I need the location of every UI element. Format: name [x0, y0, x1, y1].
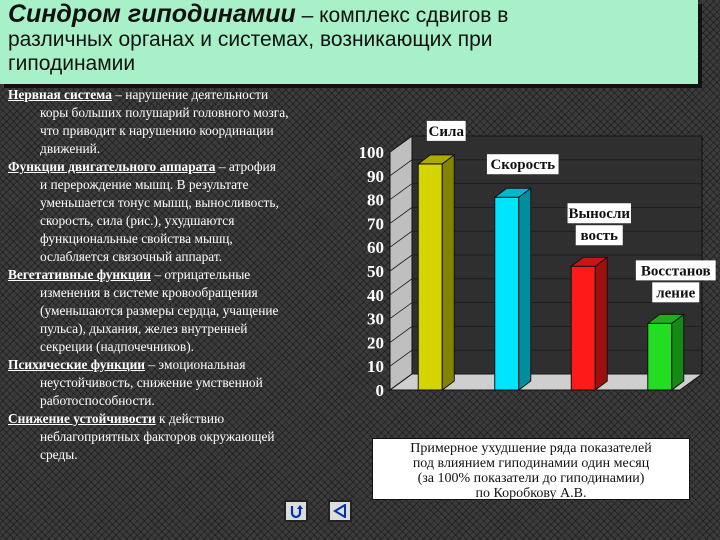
bar-side-1	[441, 153, 455, 391]
gridline	[389, 183, 702, 200]
bar-top-3	[569, 256, 609, 267]
paragraph-line: скорость, сила (рис.), ухудшаются	[40, 213, 235, 228]
paragraph-line: изменения в системе кровообращения	[40, 285, 258, 300]
gridline	[389, 159, 702, 177]
category-label-bg	[635, 260, 716, 281]
gridline	[389, 135, 702, 153]
paragraph-line: к действию	[155, 411, 225, 426]
paragraph-nervous-system: Нервная система – нарушение деятельности…	[8, 86, 360, 158]
paragraph-line: работоспособности.	[40, 393, 155, 408]
category-label-bg	[575, 225, 623, 246]
title-line-1: Синдром гиподинамии – комплекс сдвигов в	[8, 2, 690, 28]
paragraph-heading: Снижение устойчивости	[8, 411, 156, 426]
y-tick-label: 40	[367, 286, 384, 305]
y-tick-label: 0	[376, 381, 385, 400]
paragraph-line: и перерождение мышц. В результате	[40, 177, 249, 192]
chart-caption: Примерное ухудшение ряда показателей под…	[372, 438, 690, 501]
back-triangle-icon	[333, 504, 346, 518]
caption-line: по Коробкову А.В.	[475, 486, 587, 501]
paragraph-line: среды.	[40, 447, 78, 462]
caption-line: Примерное ухудшение ряда показателей	[410, 441, 652, 456]
bar-4	[647, 322, 673, 391]
category-label: Скорость	[490, 157, 555, 173]
category-label: вость	[581, 228, 619, 244]
category-label: Восстанов	[641, 263, 711, 279]
y-tick-label: 70	[367, 214, 384, 233]
paragraph-line: секреции (надпочечников).	[40, 339, 194, 354]
y-tick-label: 80	[367, 191, 384, 210]
category-label-bg	[567, 203, 631, 224]
title-line-2: различных органах и системах, возникающи…	[8, 28, 493, 51]
bar-3	[570, 265, 596, 391]
caption-line: (за 100% показатели до гиподинамии)	[417, 471, 645, 486]
paragraph-line: что приводит к нарушению координации	[40, 123, 274, 138]
paragraph-psychic: Психические функции – эмоциональная неуст…	[8, 356, 360, 410]
paragraph-line: – эмоциональная	[145, 357, 246, 372]
category-label-bg	[652, 282, 700, 303]
paragraph-line: уменьшается тонус мышц, выносливость,	[40, 195, 279, 210]
paragraph-heading: Психические функции	[8, 357, 146, 372]
paragraph-line: неблагоприятных факторов окружающей	[40, 429, 275, 444]
y-tick-label: 90	[367, 167, 384, 186]
bar-top-1	[416, 154, 456, 165]
paragraph-line: движений.	[40, 141, 101, 156]
paragraph-line: (уменьшаются размеры сердца, учащение	[40, 303, 279, 318]
paragraph-motor-apparatus: Функции двигательного аппарата – атрофия…	[8, 158, 360, 266]
paragraph-heading: Нервная система	[8, 87, 112, 102]
gridline	[389, 254, 702, 272]
paragraph-line: – атрофия	[215, 159, 276, 174]
return-arrow-icon	[290, 505, 303, 519]
y-tick-label: 10	[367, 357, 384, 376]
bar-chart: 0 10 20 30 40 50 60 70 80 90 100 Сила Скорость Выносл…	[359, 96, 720, 436]
y-tick-label: 50	[367, 262, 384, 281]
bar-top-2	[493, 187, 533, 198]
paragraph-line: – отрицательные	[151, 267, 251, 282]
body-text: Нервная система – нарушение деятельности…	[8, 86, 360, 464]
y-tick-label: 20	[367, 333, 384, 352]
paragraph-line: неустойчивость, снижение умственной	[40, 375, 263, 390]
caption-line: под влиянием гиподинамии один месяц	[412, 456, 650, 471]
paragraph-vegetative: Вегетативные функции – отрицательные изме…	[8, 266, 360, 356]
paragraph-line: коры больших полушарий головного мозга,	[40, 105, 289, 120]
category-label-bg	[486, 154, 559, 175]
paragraph-resistance: Снижение устойчивости к действию неблагоп…	[8, 410, 360, 464]
title-rest: – комплекс сдвигов в	[295, 4, 509, 27]
category-label: ление	[656, 285, 695, 301]
paragraph-line: функциональные свойства мышц,	[40, 231, 233, 246]
y-tick-label: 60	[367, 238, 384, 257]
title-bold: Синдром гиподинамии	[8, 0, 296, 28]
bar-side-4	[671, 313, 685, 391]
paragraph-line: – нарушение деятельности	[111, 87, 269, 102]
y-tick-label: 30	[367, 310, 384, 329]
bar-top-4	[646, 313, 686, 324]
paragraph-line: ослабляется связочный аппарат.	[40, 249, 223, 264]
return-button[interactable]	[284, 500, 308, 522]
bar-side-3	[594, 256, 608, 391]
title-line-3: гиподинамии	[8, 52, 136, 75]
bar-1	[417, 163, 443, 391]
paragraph-line: пульса), дыхания, желез внутренней	[40, 321, 248, 336]
title-box: Синдром гиподинамии – комплекс сдвигов в…	[0, 0, 698, 84]
back-button[interactable]	[328, 500, 352, 522]
bar-side-2	[518, 187, 532, 391]
category-label: Выносли	[568, 206, 630, 222]
category-label: Сила	[429, 124, 465, 140]
paragraph-heading: Вегетативные функции	[8, 267, 152, 282]
y-tick-label: 100	[360, 143, 384, 162]
paragraph-heading: Функции двигательного аппарата	[8, 159, 216, 174]
bar-chart-svg: 0 10 20 30 40 50 60 70 80 90 100 Сила Скорость Выносл…	[359, 120, 716, 400]
category-label-bg	[426, 120, 466, 141]
bar-2	[494, 196, 520, 391]
